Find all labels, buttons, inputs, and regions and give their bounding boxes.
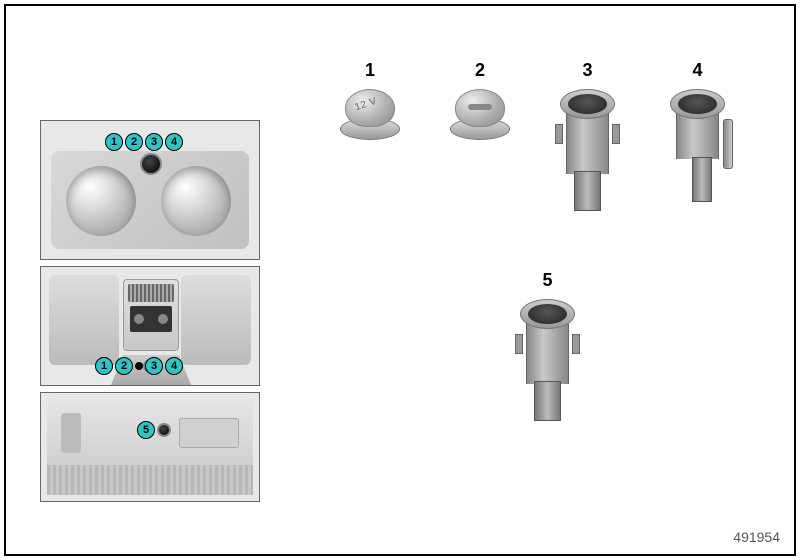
socket-opening — [568, 94, 607, 114]
part-label: 1 — [365, 60, 375, 81]
part-label: 2 — [475, 60, 485, 81]
badge-row-panel1: 1 2 3 4 — [105, 133, 183, 151]
cap-body: 12 V — [340, 89, 400, 144]
socket-opening — [678, 94, 717, 114]
part-label: 4 — [692, 60, 702, 81]
part-label: 5 — [542, 270, 552, 291]
parts-area: 1 12 V 2 3 4 — [340, 60, 780, 500]
panel-front-console: 1 2 3 4 — [40, 120, 260, 260]
socket-connector — [534, 381, 561, 421]
socket-marker — [157, 423, 171, 437]
part-4-socket-clip: 4 — [670, 60, 725, 219]
part-1-cap-12v: 1 12 V — [340, 60, 400, 144]
socket-tab-left — [555, 124, 563, 144]
callout-badge: 1 — [95, 357, 113, 375]
center-dot — [135, 362, 143, 370]
cupholder-left — [66, 166, 136, 236]
callout-badge: 1 — [105, 133, 123, 151]
location-panels: 1 2 3 4 1 2 3 4 5 — [40, 120, 260, 508]
part-3-socket: 3 — [560, 60, 615, 219]
trunk-floor — [47, 465, 253, 495]
socket-tab-left — [515, 334, 523, 354]
trunk-access-panel — [179, 418, 239, 448]
socket-marker — [140, 153, 162, 175]
callout-badge: 2 — [125, 133, 143, 151]
air-vents — [128, 284, 174, 302]
callout-badge: 5 — [137, 421, 155, 439]
badge-row-panel2: 1 2 3 4 — [95, 357, 183, 375]
socket-body — [520, 299, 575, 429]
socket-body — [560, 89, 615, 219]
socket-tab-right — [572, 334, 580, 354]
socket-body — [670, 89, 725, 219]
panel-trunk: 5 — [40, 392, 260, 502]
socket-tab-right — [612, 124, 620, 144]
cupholder-right — [161, 166, 231, 236]
socket-connector — [574, 171, 601, 211]
socket-opening — [528, 304, 567, 324]
callout-badge: 2 — [115, 357, 133, 375]
callout-badge: 4 — [165, 133, 183, 151]
callout-badge: 3 — [145, 357, 163, 375]
lighter-icon — [468, 104, 492, 110]
trunk-handle — [61, 413, 81, 453]
badge-row-panel3: 5 — [137, 421, 155, 439]
part-2-cap-lighter: 2 — [450, 60, 510, 144]
seat-right — [181, 275, 251, 365]
callout-badge: 4 — [165, 357, 183, 375]
diagram-id: 491954 — [733, 529, 780, 545]
part-label: 3 — [582, 60, 592, 81]
seat-left — [49, 275, 119, 365]
callout-badge: 3 — [145, 133, 163, 151]
socket-connector — [692, 157, 712, 202]
panel-rear-console: 1 2 3 4 — [40, 266, 260, 386]
part-5-socket: 5 — [520, 270, 575, 429]
cap-body — [450, 89, 510, 144]
rear-console — [123, 279, 179, 351]
climate-controls — [130, 306, 172, 332]
socket-side-clip — [723, 119, 733, 169]
